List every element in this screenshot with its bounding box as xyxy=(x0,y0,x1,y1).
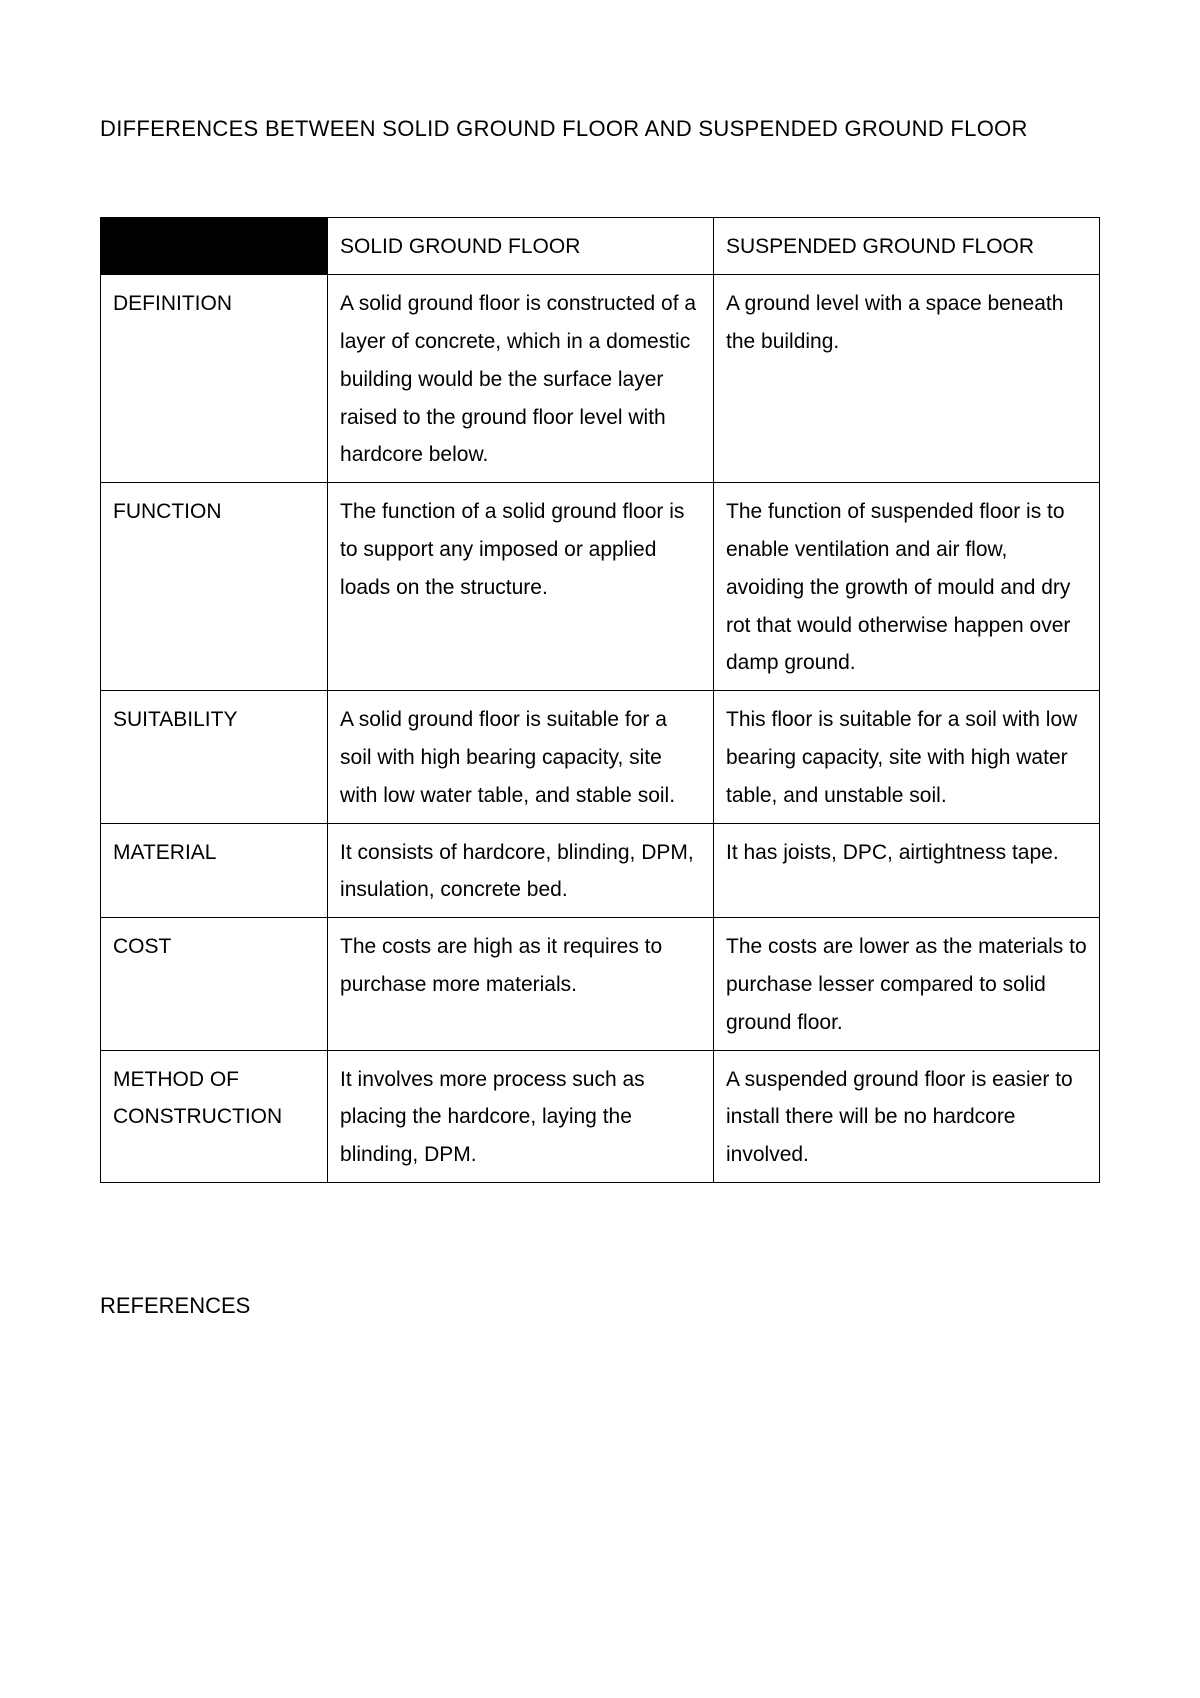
cell-solid: A solid ground floor is suitable for a s… xyxy=(328,691,714,823)
header-solid: SOLID GROUND FLOOR xyxy=(328,218,714,275)
table-row: FUNCTION The function of a solid ground … xyxy=(101,483,1100,691)
cell-solid: A solid ground floor is constructed of a… xyxy=(328,275,714,483)
cell-solid: It consists of hardcore, blinding, DPM, … xyxy=(328,823,714,918)
cell-solid: The costs are high as it requires to pur… xyxy=(328,918,714,1050)
row-label: FUNCTION xyxy=(101,483,328,691)
table-row: METHOD OF CONSTRUCTION It involves more … xyxy=(101,1050,1100,1182)
cell-solid: The function of a solid ground floor is … xyxy=(328,483,714,691)
cell-suspended: It has joists, DPC, airtightness tape. xyxy=(714,823,1100,918)
cell-suspended: The function of suspended floor is to en… xyxy=(714,483,1100,691)
table-row: SUITABILITY A solid ground floor is suit… xyxy=(101,691,1100,823)
row-label: SUITABILITY xyxy=(101,691,328,823)
header-suspended: SUSPENDED GROUND FLOOR xyxy=(714,218,1100,275)
row-label: MATERIAL xyxy=(101,823,328,918)
row-label: METHOD OF CONSTRUCTION xyxy=(101,1050,328,1182)
cell-suspended: The costs are lower as the materials to … xyxy=(714,918,1100,1050)
comparison-table: SOLID GROUND FLOOR SUSPENDED GROUND FLOO… xyxy=(100,217,1100,1183)
cell-suspended: This floor is suitable for a soil with l… xyxy=(714,691,1100,823)
references-heading: REFERENCES xyxy=(100,1293,1100,1319)
cell-suspended: A ground level with a space beneath the … xyxy=(714,275,1100,483)
table-row: MATERIAL It consists of hardcore, blindi… xyxy=(101,823,1100,918)
cell-solid: It involves more process such as placing… xyxy=(328,1050,714,1182)
table-row: COST The costs are high as it requires t… xyxy=(101,918,1100,1050)
page-title: DIFFERENCES BETWEEN SOLID GROUND FLOOR A… xyxy=(100,110,1100,147)
row-label: COST xyxy=(101,918,328,1050)
cell-suspended: A suspended ground floor is easier to in… xyxy=(714,1050,1100,1182)
header-blank-cell xyxy=(101,218,328,275)
row-label: DEFINITION xyxy=(101,275,328,483)
table-header-row: SOLID GROUND FLOOR SUSPENDED GROUND FLOO… xyxy=(101,218,1100,275)
table-row: DEFINITION A solid ground floor is const… xyxy=(101,275,1100,483)
